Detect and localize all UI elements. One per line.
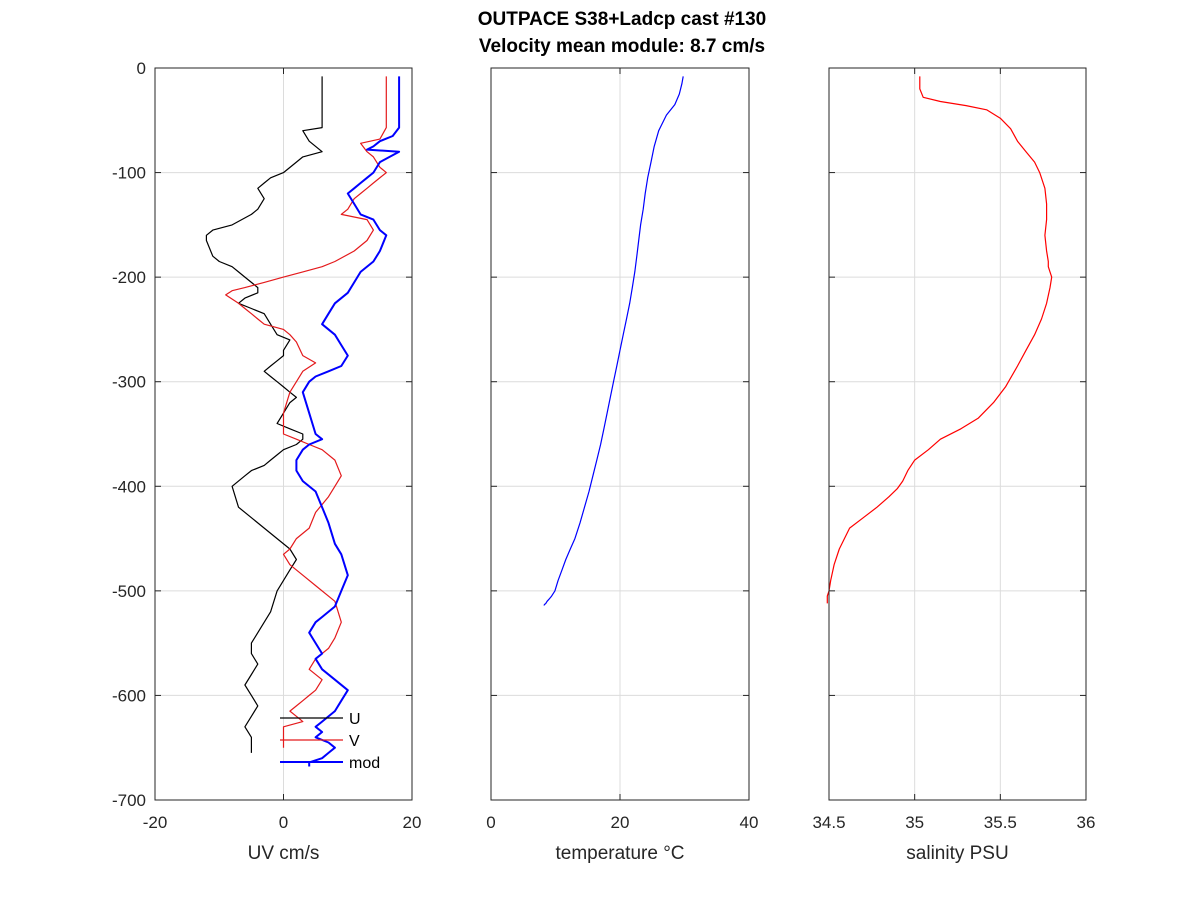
series-line-U <box>205 76 323 753</box>
y-tick-label: 0 <box>137 59 146 78</box>
x-tick-label: 40 <box>740 813 759 832</box>
series-line-mod <box>295 76 401 767</box>
y-tick-label: -400 <box>112 477 146 496</box>
y-tick-label: -200 <box>112 268 146 287</box>
axes-box <box>828 67 1087 801</box>
x-tick-label: 35.5 <box>984 813 1017 832</box>
x-tick-label: 34.5 <box>812 813 845 832</box>
x-tick-label: 0 <box>279 813 288 832</box>
series-line-salinity <box>826 76 1053 604</box>
y-tick-label: -700 <box>112 791 146 810</box>
x-tick-label: 20 <box>611 813 630 832</box>
chart-title-line1: OUTPACE S38+Ladcp cast #130 <box>478 9 766 30</box>
x-tick-label: 36 <box>1077 813 1096 832</box>
chart-panel-3: 34.5 35 35.5 36 salinity PSU <box>812 67 1096 864</box>
y-tick-label: -100 <box>112 164 146 183</box>
y-tick-label: -500 <box>112 582 146 601</box>
y-tick-label: -600 <box>112 686 146 705</box>
chart-title-line2: Velocity mean module: 8.7 cm/s <box>479 36 765 57</box>
chart-panel-2: 0 20 40 temperature °C <box>486 67 759 864</box>
x-axis-label: salinity PSU <box>906 843 1008 864</box>
x-tick-label: 35 <box>905 813 924 832</box>
series-line-V <box>225 76 387 748</box>
legend-label-V: V <box>349 733 360 750</box>
series-line-temperature <box>543 76 684 606</box>
x-axis-label: temperature °C <box>555 843 684 864</box>
x-tick-label: 20 <box>403 813 422 832</box>
x-axis-label: UV cm/s <box>248 843 320 864</box>
legend-label-U: U <box>349 711 361 728</box>
legend-label-mod: mod <box>349 755 380 772</box>
y-tick-label: -300 <box>112 373 146 392</box>
x-tick-label: -20 <box>143 813 168 832</box>
x-tick-label: 0 <box>486 813 495 832</box>
